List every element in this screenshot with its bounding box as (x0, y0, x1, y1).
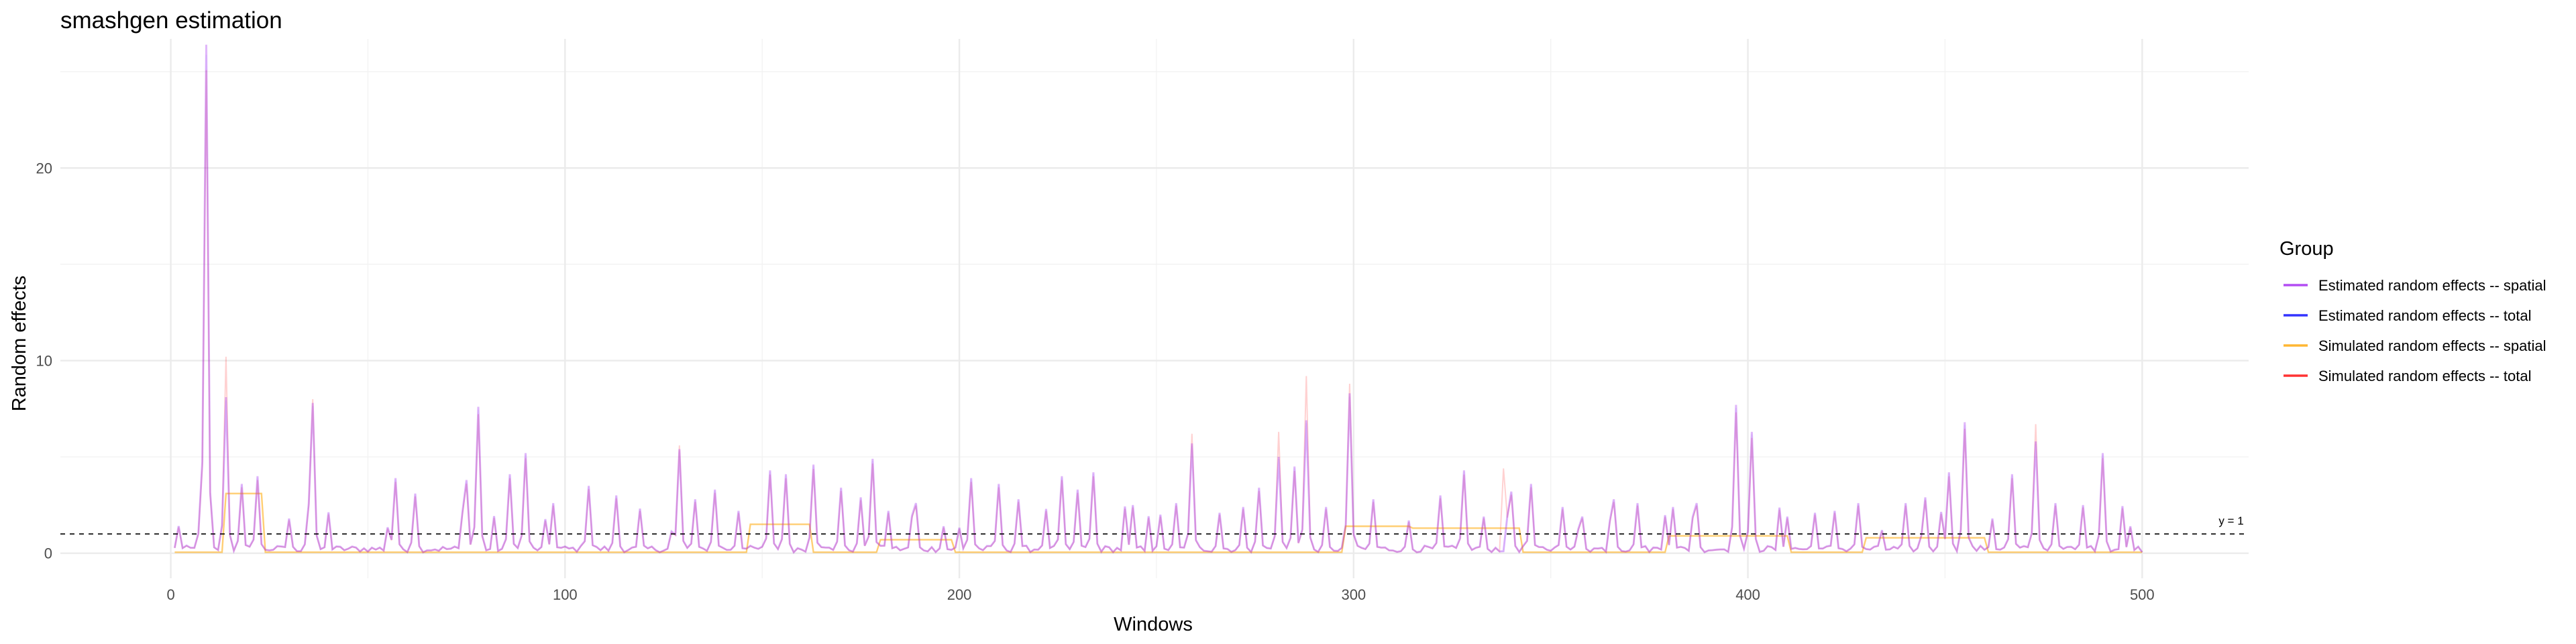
x-axis-ticks: 0 100 200 300 400 500 (166, 586, 2154, 603)
legend-label: Estimated random effects -- spatial (2318, 277, 2546, 294)
x-tick-label: 0 (166, 586, 174, 603)
y-axis-ticks: 0 10 20 (36, 160, 52, 561)
series-simulated-total (174, 70, 2143, 553)
legend-title: Group (2279, 238, 2334, 260)
reference-line-label: y = 1 (2218, 515, 2243, 527)
y-tick-label: 20 (36, 160, 52, 176)
series-estimated-spatial (173, 44, 2143, 555)
series-estimated-total (174, 54, 2143, 553)
x-tick-label: 400 (1735, 586, 1760, 603)
x-tick-label: 200 (947, 586, 972, 603)
chart-title: smashgen estimation (60, 7, 282, 34)
legend-items: Estimated random effects -- spatial Estim… (2284, 277, 2546, 384)
legend-label: Simulated random effects -- total (2318, 368, 2532, 384)
grid-major (60, 39, 2249, 578)
x-tick-label: 500 (2130, 586, 2155, 603)
legend-item: Estimated random effects -- spatial (2284, 277, 2546, 294)
legend: Group Estimated random effects -- spatia… (2279, 238, 2546, 384)
plot-area: y = 1 (60, 39, 2249, 578)
x-tick-label: 300 (1341, 586, 1366, 603)
x-axis-title: Windows (1114, 614, 1193, 635)
legend-item: Estimated random effects -- total (2284, 307, 2532, 324)
x-tick-label: 100 (553, 586, 578, 603)
legend-item: Simulated random effects -- total (2284, 368, 2532, 384)
legend-label: Simulated random effects -- spatial (2318, 337, 2546, 354)
grid-minor (60, 39, 2249, 578)
legend-label: Estimated random effects -- total (2318, 307, 2532, 324)
y-axis-title: Random effects (9, 276, 30, 412)
series-layer (173, 44, 2143, 555)
y-tick-label: 0 (44, 545, 52, 562)
y-tick-label: 10 (36, 353, 52, 370)
legend-item: Simulated random effects -- spatial (2284, 337, 2546, 354)
series-simulated-spatial (174, 492, 2143, 553)
